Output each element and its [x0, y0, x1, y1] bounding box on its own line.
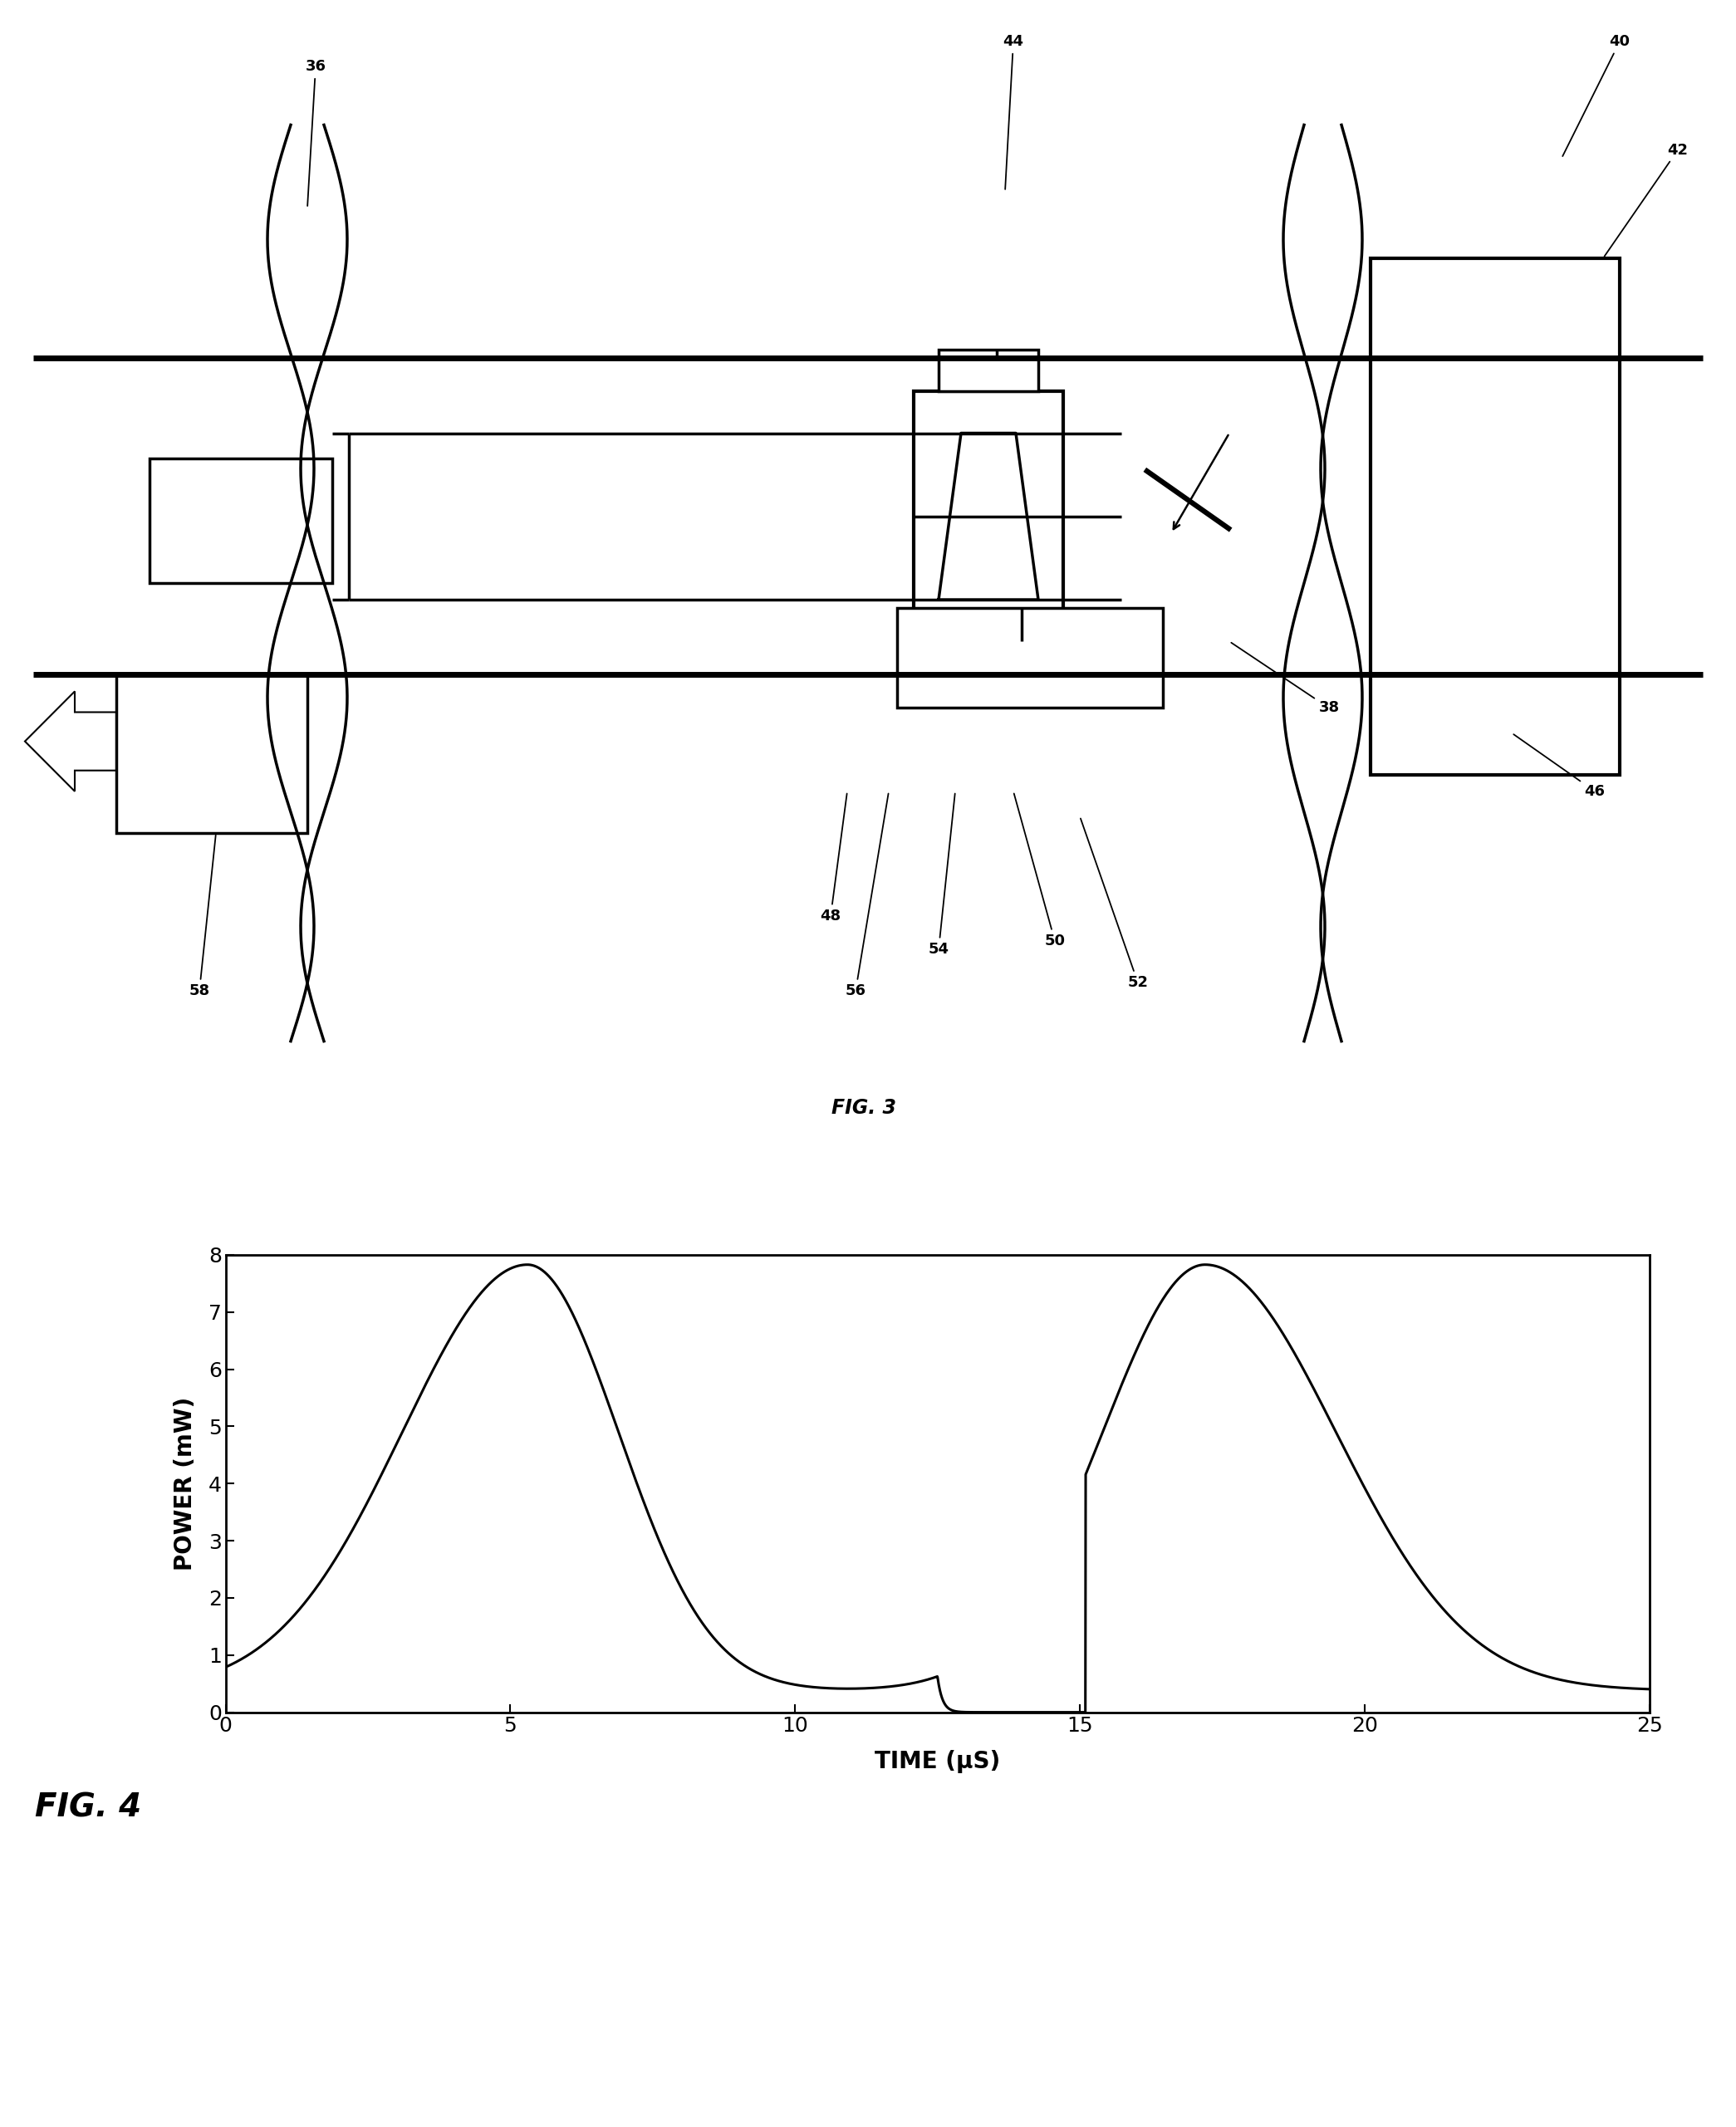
Text: 58: 58	[189, 836, 215, 1000]
X-axis label: TIME (μS): TIME (μS)	[875, 1751, 1000, 1774]
Text: 42: 42	[1604, 143, 1687, 257]
Text: 56: 56	[845, 793, 889, 1000]
FancyArrow shape	[24, 691, 116, 791]
Bar	[116, 674, 307, 834]
Text: 40: 40	[1562, 34, 1630, 155]
Y-axis label: POWER (mW): POWER (mW)	[174, 1397, 196, 1570]
Text: 38: 38	[1231, 642, 1340, 715]
Bar	[913, 391, 1062, 642]
Text: 46: 46	[1514, 734, 1606, 800]
Text: 54: 54	[929, 793, 955, 957]
Bar	[1370, 257, 1620, 774]
Text: FIG. 4: FIG. 4	[35, 1793, 141, 1823]
Bar	[939, 349, 1038, 391]
Text: 36: 36	[306, 60, 326, 206]
Bar	[898, 608, 1163, 708]
Text: 48: 48	[819, 793, 847, 923]
Bar	[149, 457, 332, 583]
Text: 50: 50	[1014, 793, 1066, 949]
Text: 52: 52	[1080, 819, 1147, 991]
Text: 44: 44	[1003, 34, 1024, 189]
Text: FIG. 3: FIG. 3	[832, 1098, 896, 1119]
Polygon shape	[939, 434, 1038, 600]
